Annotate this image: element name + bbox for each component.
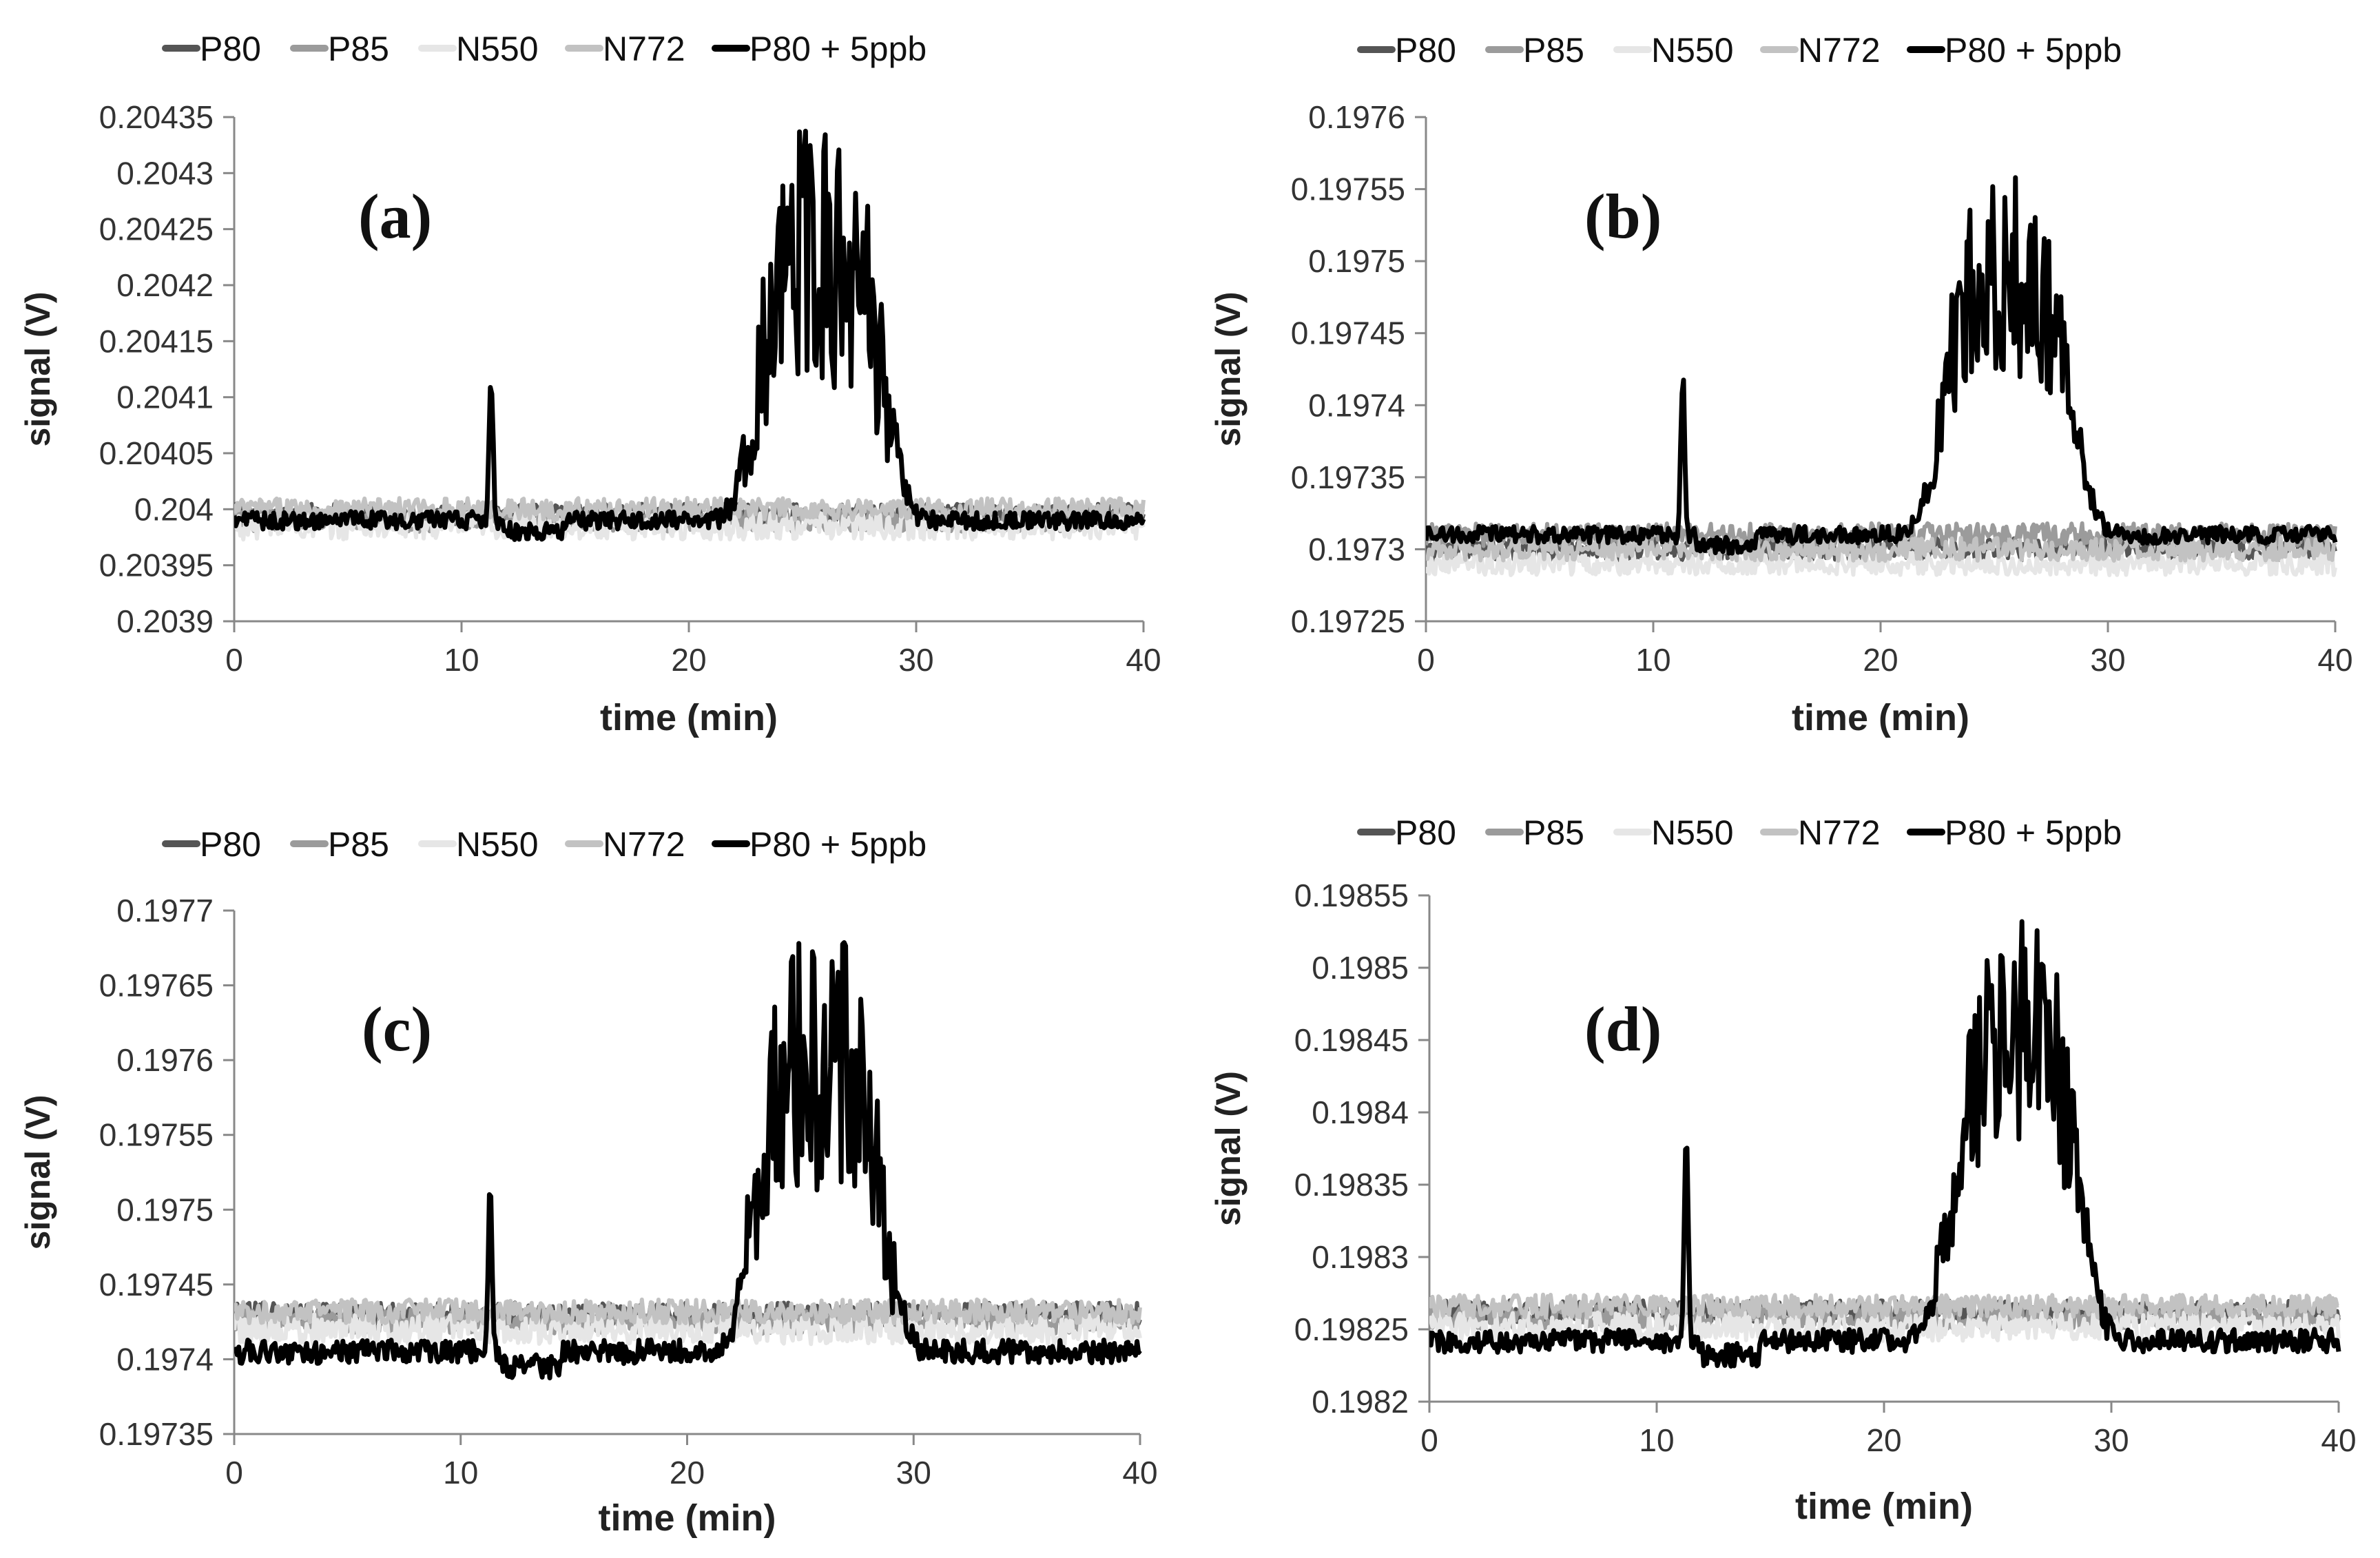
y-tick-label: 0.1977 xyxy=(116,893,214,928)
legend-label: P85 xyxy=(1523,31,1584,70)
legend-label: N550 xyxy=(456,30,539,68)
y-tick-label: 0.19755 xyxy=(1291,172,1405,207)
y-tick-label: 0.20415 xyxy=(99,323,214,359)
y-tick-label: 0.1982 xyxy=(1312,1384,1409,1420)
y-tick-label: 0.2039 xyxy=(116,603,214,639)
x-tick-label: 40 xyxy=(2321,1422,2356,1458)
y-tick-label: 0.1975 xyxy=(116,1192,214,1227)
y-axis-label: signal (V) xyxy=(1209,1071,1248,1226)
legend-label: P80 xyxy=(1395,31,1456,70)
x-tick-label: 0 xyxy=(1417,642,1435,678)
legend-label: P85 xyxy=(328,30,389,68)
series-line-p80-5ppb xyxy=(234,128,1146,542)
x-tick-label: 30 xyxy=(898,642,933,678)
legend-label: N772 xyxy=(603,30,685,68)
y-tick-label: 0.1976 xyxy=(1308,99,1405,135)
x-tick-label: 40 xyxy=(1122,1455,1157,1491)
y-tick-label: 0.19765 xyxy=(99,968,214,1004)
y-tick-label: 0.20395 xyxy=(99,548,214,583)
legend-label: N550 xyxy=(1651,31,1734,70)
y-tick-label: 0.1974 xyxy=(116,1341,214,1377)
x-tick-label: 30 xyxy=(2093,1422,2129,1458)
series-line-n772 xyxy=(1429,1292,2339,1320)
chart-panel-a: 0.2039 0.20395 0.204 0.20405 0.2041 0.20415 0.… xyxy=(19,30,1161,738)
y-tick-label: 0.1973 xyxy=(1308,531,1405,567)
legend-label: P80 xyxy=(1395,813,1456,852)
y-tick-label: 0.2042 xyxy=(116,267,214,303)
legend-label: P80 + 5ppb xyxy=(1945,813,2122,852)
x-tick-label: 20 xyxy=(1866,1422,1901,1458)
legend-label: P80 + 5ppb xyxy=(1945,31,2122,70)
x-axis-label: time (min) xyxy=(1795,1486,1973,1527)
x-tick-label: 10 xyxy=(444,642,479,678)
y-tick-label: 0.20435 xyxy=(99,99,214,135)
series-line-p80-5ppb xyxy=(1426,175,2338,556)
y-tick-label: 0.1985 xyxy=(1312,950,1409,986)
series-line-n550 xyxy=(234,1312,1142,1347)
y-axis-label: signal (V) xyxy=(19,1094,57,1249)
x-axis-label: time (min) xyxy=(598,1497,776,1539)
y-tick-label: 0.19725 xyxy=(1291,603,1405,639)
x-tick-label: 0 xyxy=(225,642,243,678)
legend-label: N772 xyxy=(1798,813,1881,852)
y-tick-label: 0.19825 xyxy=(1294,1311,1409,1347)
chart-panel-d: 0.1982 0.19825 0.1983 0.19835 0.1984 0.19845 0… xyxy=(1209,813,2357,1527)
legend-label: P80 xyxy=(200,30,261,68)
x-axis-label: time (min) xyxy=(600,697,778,738)
x-tick-label: 20 xyxy=(671,642,706,678)
series-line-n772 xyxy=(1426,535,2337,563)
y-tick-label: 0.19735 xyxy=(1291,459,1405,495)
x-tick-label: 40 xyxy=(1126,642,1161,678)
legend-label: P80 + 5ppb xyxy=(749,30,927,68)
y-tick-label: 0.1975 xyxy=(1308,243,1405,279)
panel-label: (b) xyxy=(1584,181,1662,251)
y-tick-label: 0.19855 xyxy=(1294,877,1409,913)
x-tick-label: 30 xyxy=(2090,642,2125,678)
legend-label: P80 + 5ppb xyxy=(749,825,927,864)
y-tick-label: 0.1976 xyxy=(116,1042,214,1078)
legend-label: P80 xyxy=(200,825,261,864)
y-tick-label: 0.19755 xyxy=(99,1117,214,1153)
x-tick-label: 10 xyxy=(443,1455,478,1491)
legend-label: N772 xyxy=(603,825,685,864)
x-tick-label: 10 xyxy=(1639,1422,1674,1458)
y-tick-label: 0.1984 xyxy=(1312,1094,1409,1130)
y-tick-label: 0.19845 xyxy=(1294,1022,1409,1058)
x-tick-label: 0 xyxy=(225,1455,243,1491)
y-tick-label: 0.2043 xyxy=(116,155,214,191)
y-tick-label: 0.1974 xyxy=(1308,387,1405,423)
x-tick-label: 10 xyxy=(1635,642,1670,678)
legend-label: N550 xyxy=(456,825,539,864)
panel-label: (c) xyxy=(362,994,432,1064)
legend-label: P85 xyxy=(1523,813,1584,852)
x-tick-label: 0 xyxy=(1420,1422,1438,1458)
series-line-p80-5ppb xyxy=(234,940,1142,1381)
y-axis-label: signal (V) xyxy=(19,291,57,446)
y-tick-label: 0.204 xyxy=(134,491,214,527)
y-axis-label: signal (V) xyxy=(1209,291,1248,446)
legend-label: N550 xyxy=(1651,813,1734,852)
series-line-p80-5ppb xyxy=(1429,919,2341,1369)
y-tick-label: 0.19735 xyxy=(99,1416,214,1452)
y-tick-label: 0.2041 xyxy=(116,380,214,415)
y-tick-label: 0.20425 xyxy=(99,211,214,247)
y-tick-label: 0.1983 xyxy=(1312,1239,1409,1275)
legend-label: N772 xyxy=(1798,31,1881,70)
panel-label: (a) xyxy=(358,181,432,251)
x-tick-label: 40 xyxy=(2317,642,2352,678)
legend-label: P85 xyxy=(328,825,389,864)
x-tick-label: 20 xyxy=(670,1455,705,1491)
chart-panel-b: 0.19725 0.1973 0.19735 0.1974 0.19745 0.1975 0… xyxy=(1209,31,2353,738)
series-line-n772 xyxy=(234,1297,1142,1326)
y-tick-label: 0.19745 xyxy=(1291,315,1405,351)
chart-panel-c: 0.19735 0.1974 0.19745 0.1975 0.19755 0.1976 0… xyxy=(19,825,1158,1539)
x-tick-label: 30 xyxy=(896,1455,931,1491)
y-tick-label: 0.19745 xyxy=(99,1267,214,1302)
y-tick-label: 0.20405 xyxy=(99,435,214,471)
y-tick-label: 0.19835 xyxy=(1294,1167,1409,1203)
panel-label: (d) xyxy=(1584,994,1662,1064)
x-axis-label: time (min) xyxy=(1792,697,1969,738)
x-tick-label: 20 xyxy=(1863,642,1898,678)
